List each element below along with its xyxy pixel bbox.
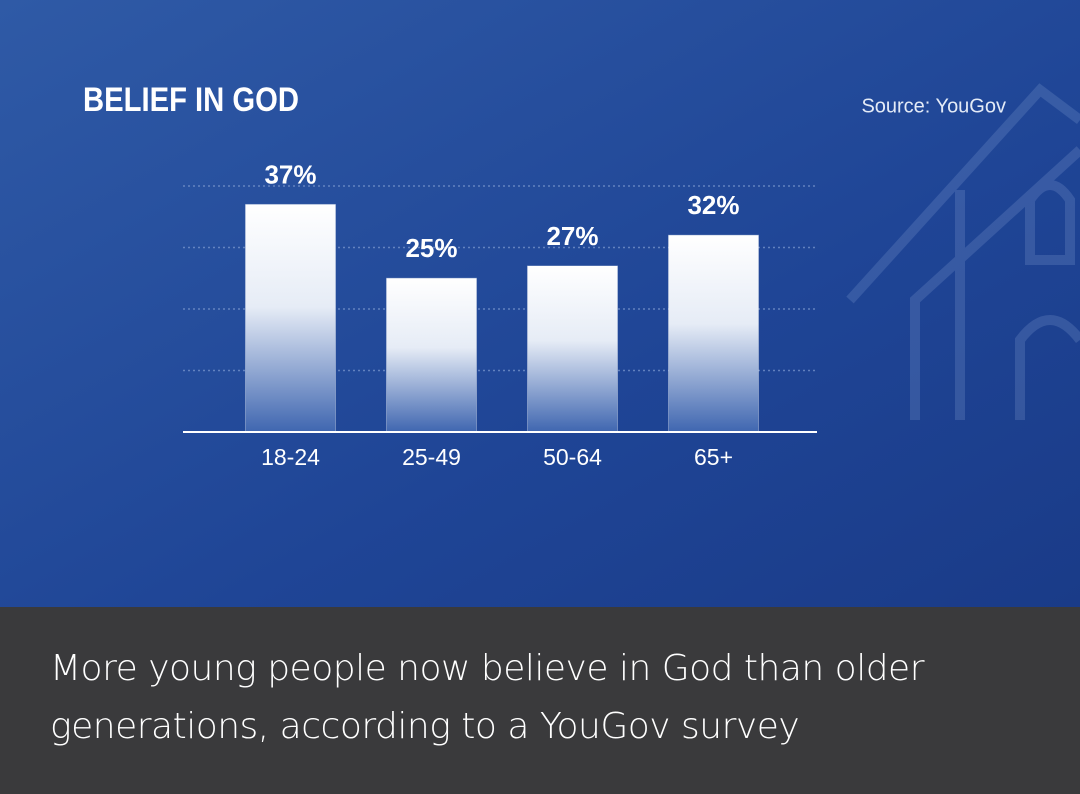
- x-tick-label: 65+: [694, 444, 733, 470]
- bar: [386, 277, 477, 433]
- chart-title: BELIEF IN GOD: [83, 81, 299, 119]
- bar: [245, 203, 336, 433]
- caption: More young people now believe in God tha…: [50, 648, 925, 747]
- value-label: 32%: [687, 190, 739, 220]
- bar: [527, 265, 618, 433]
- chart: BELIEF IN GOD Source: YouGov 18-24 37% 25-…: [0, 0, 1080, 607]
- x-tick-label: 25-49: [402, 444, 461, 470]
- source: Source: YouGov: [861, 95, 1006, 117]
- value-label: 37%: [264, 159, 316, 189]
- value-label: 27%: [546, 221, 598, 251]
- bar: [668, 234, 759, 433]
- church-illustration: [846, 83, 1080, 420]
- x-tick-label: 50-64: [543, 444, 602, 470]
- x-tick-label: 18-24: [261, 444, 320, 470]
- value-label: 25%: [405, 233, 457, 263]
